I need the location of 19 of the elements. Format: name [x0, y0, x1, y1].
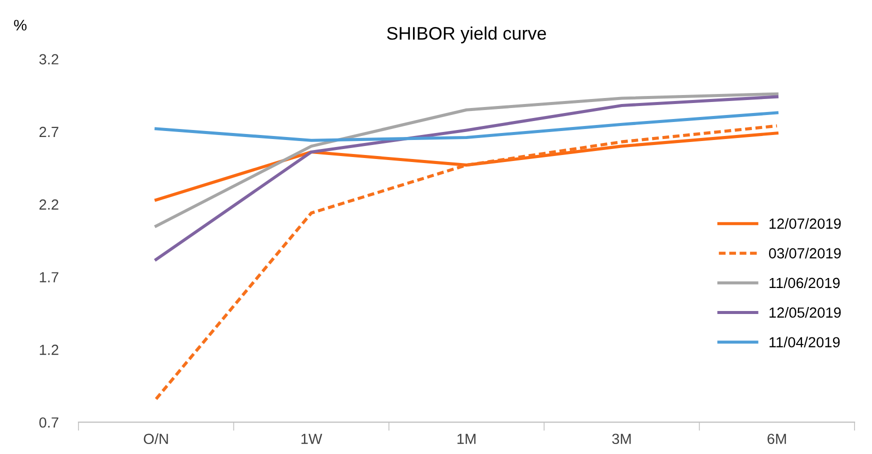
x-tick-label: 3M	[612, 434, 631, 444]
legend-label: 12/07/2019	[770, 218, 841, 229]
y-tick-label: 3.2	[39, 54, 58, 64]
y-tick-label: 0.7	[39, 417, 58, 428]
x-tick-label: O/N	[144, 433, 168, 444]
line-series	[154, 111, 778, 142]
chart-title: SHIBOR yield curve	[387, 26, 546, 44]
y-tick-label: 1.2	[40, 344, 58, 355]
y-tick-label: 1.7	[40, 272, 58, 282]
legend-label: 12/05/2019	[770, 307, 841, 318]
y-tick-label: 2.7	[40, 126, 58, 137]
x-tick-label: 1W	[301, 434, 322, 444]
legend-label: 03/07/2019	[769, 248, 841, 258]
x-tick-label: 1M	[458, 434, 476, 444]
legend-label: 11/04/2019	[770, 336, 840, 348]
x-tick-label: 6M	[768, 434, 786, 444]
y-tick-label: 2.2	[40, 199, 58, 210]
y-axis-title: %	[14, 20, 27, 31]
legend-label: 11/06/2019	[770, 277, 840, 288]
